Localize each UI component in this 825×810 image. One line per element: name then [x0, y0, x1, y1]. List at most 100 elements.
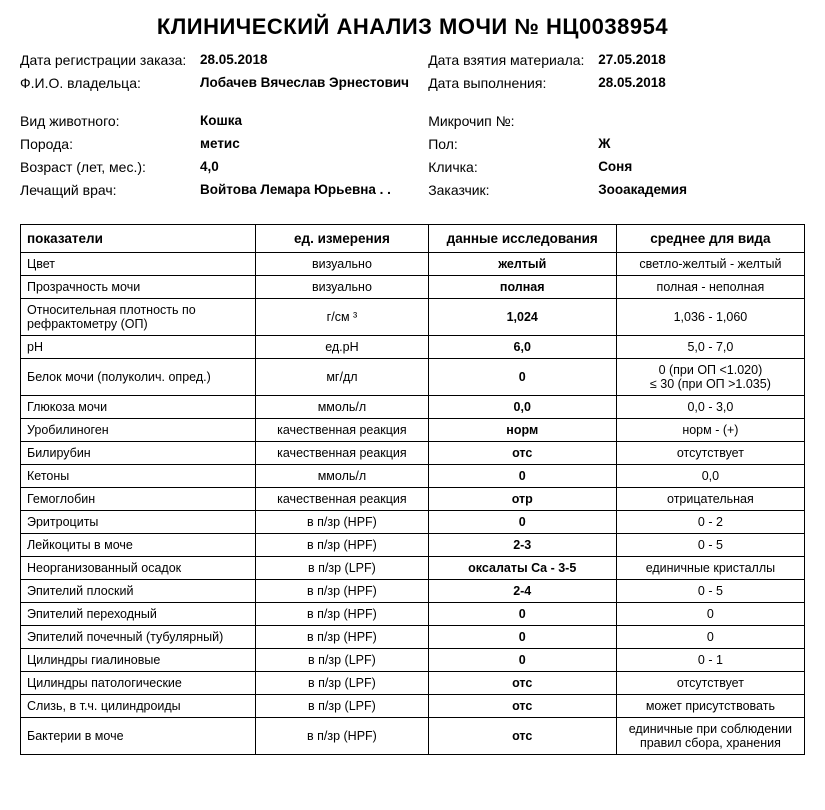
cell-result: полная — [428, 276, 616, 299]
cell-unit: качественная реакция — [256, 488, 428, 511]
cell-ref: 0 - 2 — [616, 511, 804, 534]
cell-unit: ммоль/л — [256, 465, 428, 488]
cell-ref: полная - неполная — [616, 276, 804, 299]
meta-value: Ж — [598, 136, 610, 152]
meta-value: Войтова Лемара Юрьевна . . — [200, 182, 391, 198]
cell-ref: отрицательная — [616, 488, 804, 511]
cell-unit: в п/зр (LPF) — [256, 672, 428, 695]
cell-result: 0 — [428, 511, 616, 534]
meta-row: Порода:метис — [20, 136, 428, 155]
cell-param: Неорганизованный осадок — [21, 557, 256, 580]
meta-row: Дата регистрации заказа:28.05.2018 — [20, 52, 428, 71]
meta-value: Лобачев Вячеслав Эрнестович — [200, 75, 409, 91]
meta-value: Кошка — [200, 113, 242, 129]
cell-ref: может присутствовать — [616, 695, 804, 718]
meta-value: 4,0 — [200, 159, 219, 175]
cell-result: отс — [428, 672, 616, 695]
cell-unit: качественная реакция — [256, 442, 428, 465]
meta-label: Заказчик: — [428, 182, 598, 198]
meta-row: Лечащий врач:Войтова Лемара Юрьевна . . — [20, 182, 428, 216]
cell-result: 0 — [428, 359, 616, 396]
cell-unit: в п/зр (HPF) — [256, 580, 428, 603]
meta-label: Пол: — [428, 136, 598, 152]
table-row: Слизь, в т.ч. цилиндроидыв п/зр (LPF)отс… — [21, 695, 805, 718]
meta-label: Порода: — [20, 136, 200, 152]
cell-ref: 0 — [616, 603, 804, 626]
cell-result: отр — [428, 488, 616, 511]
cell-ref: единичные при соблюдении правил сбора, х… — [616, 718, 804, 755]
cell-param: Кетоны — [21, 465, 256, 488]
meta-row: Заказчик:Зооакадемия — [428, 182, 805, 216]
meta-right-column: Дата взятия материала:27.05.2018 Дата вып… — [428, 50, 805, 218]
meta-label: Лечащий врач: — [20, 182, 200, 198]
cell-unit: визуально — [256, 276, 428, 299]
header-unit: ед. измерения — [256, 225, 428, 253]
table-row: pHед.pH6,05,0 - 7,0 — [21, 336, 805, 359]
meta-row: Возраст (лет, мес.):4,0 — [20, 159, 428, 178]
cell-ref: 0 (при ОП <1.020) ≤ 30 (при ОП >1.035) — [616, 359, 804, 396]
cell-unit: визуально — [256, 253, 428, 276]
cell-result: отс — [428, 442, 616, 465]
cell-ref: единичные кристаллы — [616, 557, 804, 580]
cell-ref: 0 - 5 — [616, 534, 804, 557]
cell-param: Цилиндры патологические — [21, 672, 256, 695]
cell-param: Гемоглобин — [21, 488, 256, 511]
meta-label: Дата выполнения: — [428, 75, 598, 91]
table-row: Цветвизуальножелтыйсветло-желтый - желты… — [21, 253, 805, 276]
meta-label: Возраст (лет, мес.): — [20, 159, 200, 175]
meta-row: Дата выполнения:28.05.2018 — [428, 75, 805, 109]
header-result: данные исследования — [428, 225, 616, 253]
meta-row: Дата взятия материала:27.05.2018 — [428, 52, 805, 71]
meta-row: Ф.И.О. владельца:Лобачев Вячеслав Эрнест… — [20, 75, 428, 109]
cell-unit: ед.pH — [256, 336, 428, 359]
table-row: Уробилиногенкачественная реакциянормнорм… — [21, 419, 805, 442]
cell-unit: в п/зр (LPF) — [256, 649, 428, 672]
table-row: Эритроцитыв п/зр (HPF)00 - 2 — [21, 511, 805, 534]
table-row: Прозрачность мочивизуальнополнаяполная -… — [21, 276, 805, 299]
table-row: Лейкоциты в мочев п/зр (HPF)2-30 - 5 — [21, 534, 805, 557]
table-row: Цилиндры патологическиев п/зр (LPF)отсот… — [21, 672, 805, 695]
meta-row: Пол:Ж — [428, 136, 805, 155]
meta-block: Дата регистрации заказа:28.05.2018 Ф.И.О.… — [20, 50, 805, 218]
cell-unit: в п/зр (HPF) — [256, 511, 428, 534]
cell-ref: 0 - 5 — [616, 580, 804, 603]
cell-ref: 0 — [616, 626, 804, 649]
cell-param: Билирубин — [21, 442, 256, 465]
table-row: Кетоныммоль/л00,0 — [21, 465, 805, 488]
cell-param: pH — [21, 336, 256, 359]
meta-value: метис — [200, 136, 240, 152]
meta-label: Кличка: — [428, 159, 598, 175]
cell-result: 2-3 — [428, 534, 616, 557]
cell-unit: мг/дл — [256, 359, 428, 396]
meta-label: Ф.И.О. владельца: — [20, 75, 200, 91]
cell-unit: в п/зр (LPF) — [256, 557, 428, 580]
table-row: Цилиндры гиалиновыев п/зр (LPF)00 - 1 — [21, 649, 805, 672]
meta-row: Вид животного:Кошка — [20, 113, 428, 132]
cell-param: Цилиндры гиалиновые — [21, 649, 256, 672]
meta-label: Дата регистрации заказа: — [20, 52, 200, 68]
meta-row: Микрочип №: — [428, 113, 805, 132]
cell-unit: ммоль/л — [256, 396, 428, 419]
cell-param: Слизь, в т.ч. цилиндроиды — [21, 695, 256, 718]
table-row: Эпителий переходныйв п/зр (HPF)00 — [21, 603, 805, 626]
cell-param: Эпителий плоский — [21, 580, 256, 603]
meta-value: 27.05.2018 — [598, 52, 666, 68]
table-row: Белок мочи (полуколич. опред.)мг/дл00 (п… — [21, 359, 805, 396]
cell-result: 0,0 — [428, 396, 616, 419]
cell-param: Белок мочи (полуколич. опред.) — [21, 359, 256, 396]
meta-label: Вид животного: — [20, 113, 200, 129]
cell-ref: отсутствует — [616, 672, 804, 695]
cell-param: Прозрачность мочи — [21, 276, 256, 299]
table-row: Эпителий почечный (тубулярный)в п/зр (HP… — [21, 626, 805, 649]
cell-unit: в п/зр (LPF) — [256, 695, 428, 718]
header-ref: среднее для вида — [616, 225, 804, 253]
cell-param: Эпителий переходный — [21, 603, 256, 626]
cell-ref: норм - (+) — [616, 419, 804, 442]
cell-ref: отсутствует — [616, 442, 804, 465]
cell-param: Эпителий почечный (тубулярный) — [21, 626, 256, 649]
cell-result: 0 — [428, 626, 616, 649]
cell-unit: г/см ³ — [256, 299, 428, 336]
cell-param: Лейкоциты в моче — [21, 534, 256, 557]
table-row: Глюкоза мочиммоль/л0,00,0 - 3,0 — [21, 396, 805, 419]
cell-result: желтый — [428, 253, 616, 276]
